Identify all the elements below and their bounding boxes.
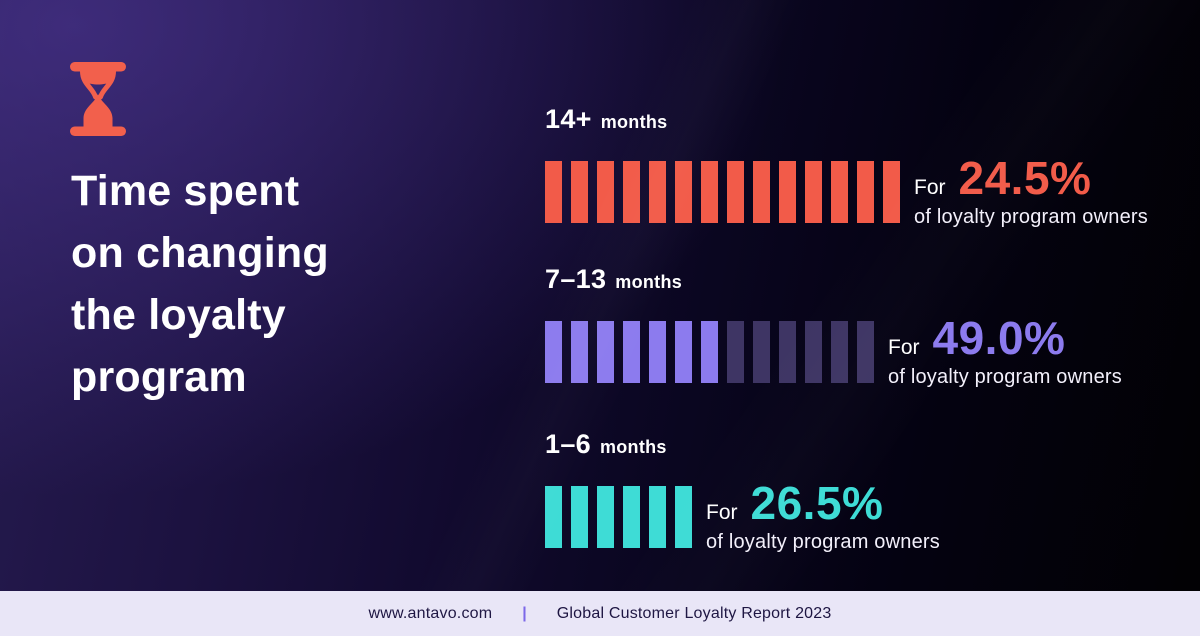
bar-tick xyxy=(857,161,874,223)
bar-group xyxy=(545,161,900,223)
row-label: 14+ months xyxy=(545,104,1148,137)
bar-tick xyxy=(623,161,640,223)
bar-tick xyxy=(675,486,692,548)
bar-tick xyxy=(727,321,744,383)
bar-tick xyxy=(571,321,588,383)
range-label: 1–6 xyxy=(545,429,591,459)
title-line: the loyalty xyxy=(71,291,286,339)
bar-tick xyxy=(545,486,562,548)
range-label: 14+ xyxy=(545,104,592,134)
bar-tick xyxy=(805,321,822,383)
stat-fact: For 49.0% of loyalty program owners xyxy=(888,311,1122,389)
bar-tick xyxy=(545,161,562,223)
bar-tick xyxy=(701,161,718,223)
stat-row-14-plus-months: 14+ months For 24.5% of loyalty program … xyxy=(545,104,1148,228)
row-label: 7–13 months xyxy=(545,264,1122,297)
bar-tick xyxy=(727,161,744,223)
bar-group xyxy=(545,321,874,383)
page-title: Time spent on changing the loyalty progr… xyxy=(71,160,329,408)
stat-fact: For 24.5% of loyalty program owners xyxy=(914,151,1148,229)
bar-tick xyxy=(753,161,770,223)
stat-row-1-6-months: 1–6 months For 26.5% of loyalty program … xyxy=(545,429,940,553)
percentage-value: 26.5% xyxy=(750,477,884,529)
stat-row-7-13-months: 7–13 months For 49.0% of loyalty program… xyxy=(545,264,1122,388)
bar-tick xyxy=(831,321,848,383)
bar-tick xyxy=(831,161,848,223)
title-line: program xyxy=(71,353,247,401)
bar-line: For 49.0% of loyalty program owners xyxy=(545,311,1122,388)
bar-tick xyxy=(883,161,900,223)
percentage-value: 24.5% xyxy=(958,152,1092,204)
range-label: 7–13 xyxy=(545,264,607,294)
bar-tick xyxy=(701,321,718,383)
months-label: months xyxy=(600,112,668,132)
bar-tick xyxy=(597,321,614,383)
audience-label: of loyalty program owners xyxy=(888,366,1122,388)
stat-fact: For 26.5% of loyalty program owners xyxy=(706,476,940,554)
months-label: months xyxy=(615,272,683,292)
audience-label: of loyalty program owners xyxy=(914,206,1148,228)
months-label: months xyxy=(599,437,667,457)
fact-top: For 26.5% xyxy=(706,476,940,530)
bar-tick xyxy=(779,321,796,383)
bar-line: For 24.5% of loyalty program owners xyxy=(545,151,1148,228)
bar-tick xyxy=(675,161,692,223)
bar-tick xyxy=(649,161,666,223)
bar-tick xyxy=(779,161,796,223)
title-line: Time spent xyxy=(71,167,300,215)
bar-group xyxy=(545,486,692,548)
footer-bar: www.antavo.com | Global Customer Loyalty… xyxy=(0,591,1200,636)
row-label: 1–6 months xyxy=(545,429,940,462)
for-label: For xyxy=(706,501,738,524)
bar-tick xyxy=(753,321,770,383)
fact-top: For 49.0% xyxy=(888,311,1122,365)
bar-tick xyxy=(545,321,562,383)
bar-tick xyxy=(571,161,588,223)
bar-tick xyxy=(857,321,874,383)
bar-tick xyxy=(597,161,614,223)
fact-top: For 24.5% xyxy=(914,151,1148,205)
percentage-value: 49.0% xyxy=(932,312,1066,364)
bar-tick xyxy=(623,486,640,548)
hourglass-icon xyxy=(70,62,126,141)
bar-tick xyxy=(675,321,692,383)
footer-divider: | xyxy=(522,604,527,622)
bar-tick xyxy=(597,486,614,548)
bar-tick xyxy=(805,161,822,223)
report-title: Global Customer Loyalty Report 2023 xyxy=(556,604,832,622)
bar-line: For 26.5% of loyalty program owners xyxy=(545,476,940,553)
bar-tick xyxy=(649,486,666,548)
website-url: www.antavo.com xyxy=(368,604,493,622)
audience-label: of loyalty program owners xyxy=(706,531,940,553)
for-label: For xyxy=(888,336,920,359)
for-label: For xyxy=(914,176,946,199)
bar-tick xyxy=(649,321,666,383)
bar-tick xyxy=(623,321,640,383)
bar-tick xyxy=(571,486,588,548)
title-line: on changing xyxy=(71,229,329,277)
